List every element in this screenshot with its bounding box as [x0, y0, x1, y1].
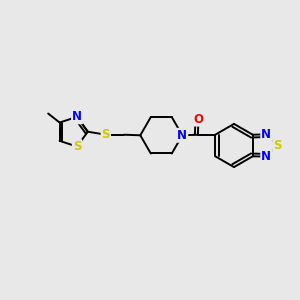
- Text: N: N: [72, 110, 82, 123]
- Text: N: N: [177, 129, 187, 142]
- Text: S: S: [101, 128, 110, 141]
- Text: N: N: [261, 150, 271, 163]
- Text: S: S: [73, 140, 81, 153]
- Text: S: S: [273, 139, 282, 152]
- Text: O: O: [194, 112, 203, 126]
- Text: N: N: [261, 128, 271, 141]
